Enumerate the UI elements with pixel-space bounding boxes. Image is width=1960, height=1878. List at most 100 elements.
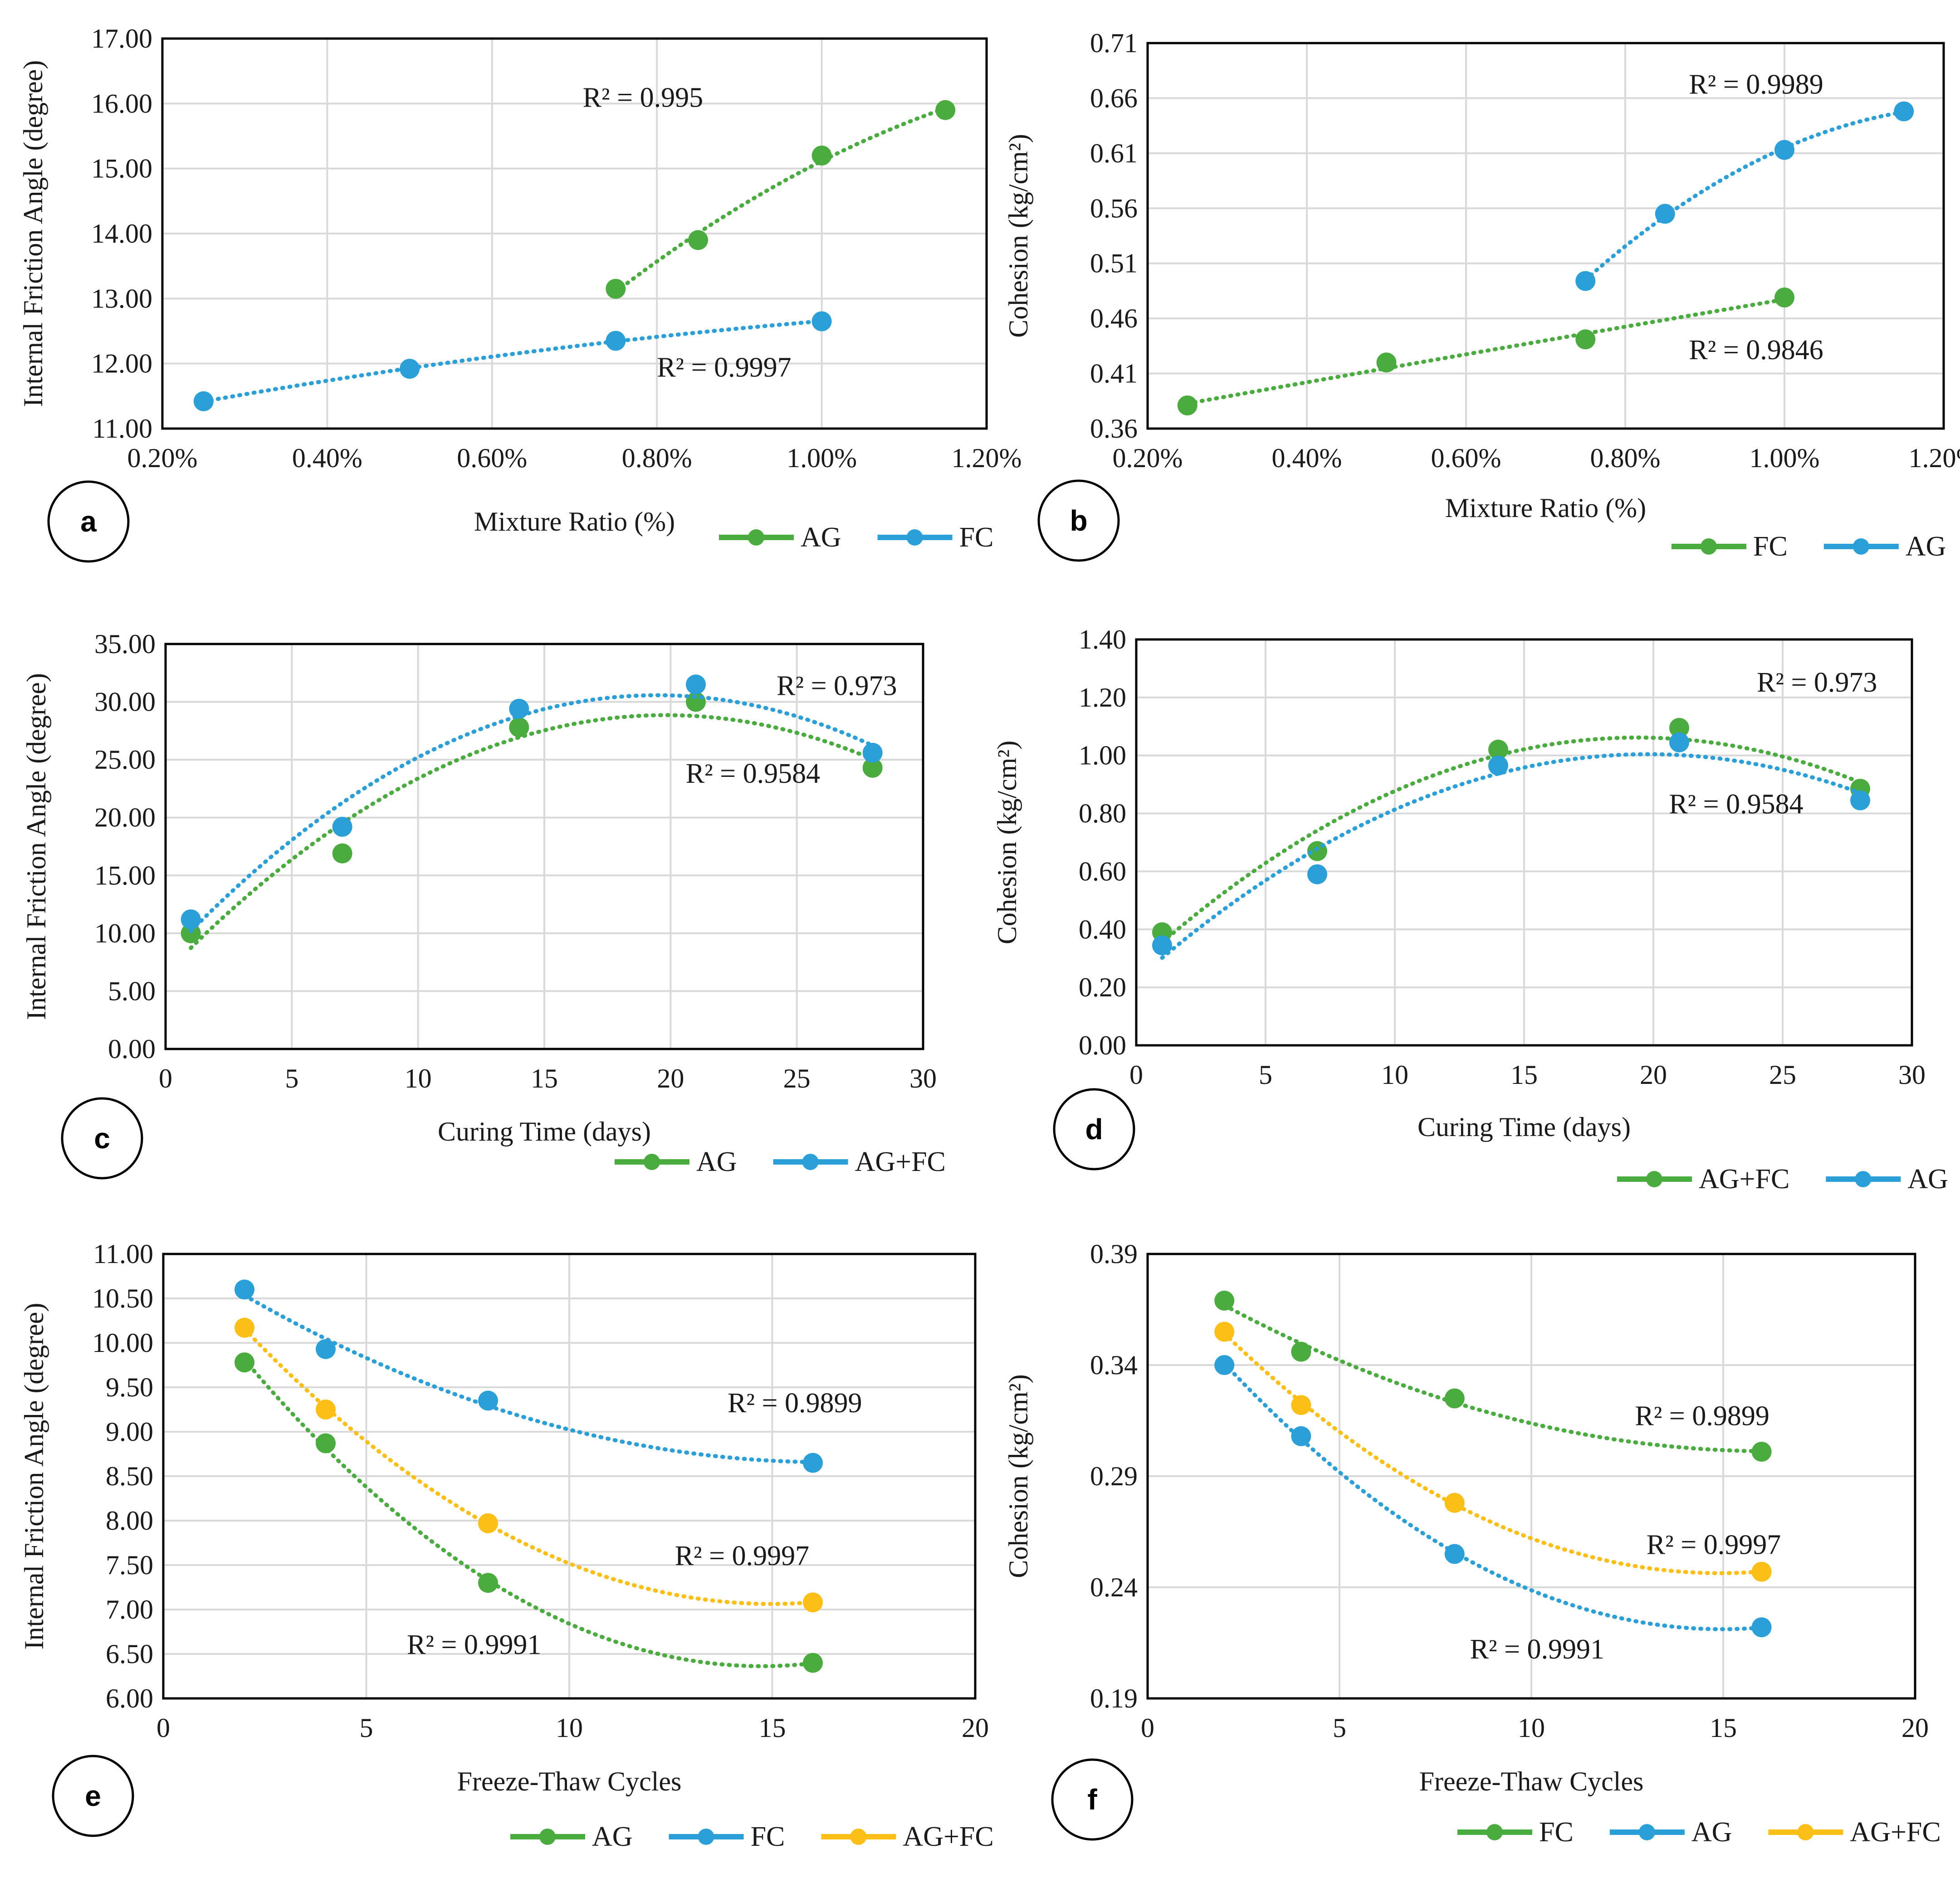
legend-label: AG+FC <box>903 1821 993 1852</box>
r-squared-annotation: R² = 0.9899 <box>1635 1400 1769 1431</box>
y-tick-label: 0.51 <box>1090 249 1138 278</box>
data-point-FC <box>478 1390 498 1411</box>
x-tick-label: 1.20% <box>1909 443 1960 473</box>
x-tick-label: 20 <box>1901 1713 1929 1743</box>
panel-label-circle <box>1053 1088 1135 1171</box>
data-point-FC <box>606 331 626 351</box>
y-tick-label: 0.66 <box>1090 83 1138 113</box>
chart-panel-f: 0 5 10 15 20 0.19 0.24 0.29 0.34 0.39 Freeze-Thaw … <box>1003 1239 1941 1848</box>
legend-marker-FC <box>1701 538 1717 555</box>
data-point-AG+FC <box>332 817 352 837</box>
x-axis-label: Mixture Ratio (%) <box>474 507 675 537</box>
y-tick-label: 13.00 <box>91 283 152 313</box>
x-tick-label: 0.60% <box>457 443 527 473</box>
y-tick-label: 10.50 <box>92 1283 153 1313</box>
plot-area-frame <box>161 37 988 430</box>
trendline-AG+FC <box>1222 1331 1764 1576</box>
trendline-AG <box>613 106 948 294</box>
plot-area-frame <box>1135 638 1913 1047</box>
trendline-AG+FC <box>189 693 875 933</box>
trendline-AG <box>1583 110 1906 282</box>
y-tick-label: 25.00 <box>94 745 156 775</box>
x-tick-label: 20 <box>1640 1060 1667 1090</box>
plot-area-frame <box>1146 42 1945 430</box>
x-tick-label: 25 <box>1769 1060 1796 1090</box>
legend-marker-FC <box>1486 1824 1503 1840</box>
chart-panel-e: 0 5 10 15 20 6.00 6.50 7.00 7.50 8.00 8.50 9.00 9.50… <box>19 1239 994 1852</box>
r-squared-annotation: R² = 0.9584 <box>686 758 820 789</box>
data-point-AG+FC <box>316 1400 336 1419</box>
y-tick-label: 8.00 <box>106 1506 153 1536</box>
data-point-AG <box>509 717 529 737</box>
panel-label-circle <box>47 480 130 563</box>
data-point-FC <box>1291 1341 1311 1362</box>
r-squared-annotation: R² = 0.9997 <box>657 352 791 383</box>
data-point-AG <box>235 1352 254 1373</box>
legend-marker-AG <box>539 1829 556 1845</box>
legend-label: AG+FC <box>1699 1164 1789 1195</box>
y-tick-label: 0.56 <box>1090 193 1138 223</box>
legend-marker-AG <box>748 529 764 546</box>
legend-label: FC <box>959 522 994 553</box>
x-axis-label: Freeze-Thaw Cycles <box>457 1766 682 1796</box>
data-point-AG <box>862 758 883 778</box>
data-point-AG <box>1575 271 1596 291</box>
legend-marker-AG <box>644 1154 660 1170</box>
data-point-AG <box>1894 101 1914 122</box>
data-point-AG <box>811 146 832 166</box>
data-point-AG <box>606 278 626 299</box>
data-point-FC <box>193 391 214 411</box>
y-tick-label: 9.50 <box>106 1372 153 1402</box>
x-tick-label: 15 <box>759 1713 786 1743</box>
data-point-FC <box>1214 1290 1235 1311</box>
data-point-FC <box>316 1339 336 1359</box>
legend-marker-FC <box>698 1829 714 1845</box>
x-tick-label: 1.00% <box>1750 443 1820 473</box>
data-point-AG+FC <box>862 742 883 763</box>
data-point-AG+FC <box>478 1513 498 1533</box>
data-point-AG <box>1444 1544 1465 1564</box>
r-squared-annotation: R² = 0.995 <box>583 83 703 113</box>
data-point-FC <box>1444 1388 1465 1409</box>
trendline-AG+FC <box>242 1327 815 1606</box>
r-squared-annotation: R² = 0.973 <box>777 670 897 701</box>
y-tick-label: 0.36 <box>1090 414 1138 444</box>
x-axis-label: Curing Time (days) <box>1417 1112 1631 1142</box>
y-tick-label: 0.46 <box>1090 303 1138 333</box>
y-tick-label: 10.00 <box>92 1328 153 1358</box>
data-point-AG+FC <box>1214 1322 1235 1342</box>
r-squared-annotation: R² = 0.9989 <box>1689 69 1823 100</box>
r-squared-annotation: R² = 0.9991 <box>1470 1634 1604 1665</box>
data-point-AG <box>1291 1426 1311 1446</box>
x-tick-label: 20 <box>962 1713 989 1743</box>
data-point-AG+FC <box>1291 1395 1311 1415</box>
data-point-AG <box>332 843 352 863</box>
x-tick-label: 0.20% <box>1113 443 1183 473</box>
data-point-AG <box>935 100 956 120</box>
trendline-AG <box>1222 1361 1764 1631</box>
legend-label: AG <box>1907 1164 1948 1195</box>
y-tick-label: 6.00 <box>106 1683 153 1713</box>
legend-marker-FC <box>906 529 923 546</box>
y-tick-label: 0.00 <box>108 1034 156 1064</box>
y-axis-label: Internal Friction Angle (degree) <box>18 60 48 407</box>
y-tick-label: 1.40 <box>1079 624 1126 654</box>
legend-label: AG+FC <box>855 1146 946 1177</box>
y-tick-label: 1.00 <box>1079 741 1126 771</box>
panel-label: d <box>1085 1113 1103 1146</box>
y-tick-label: 8.50 <box>106 1461 153 1491</box>
y-tick-label: 16.00 <box>91 88 152 118</box>
legend-label: FC <box>1753 531 1788 562</box>
x-tick-label: 0 <box>159 1063 172 1093</box>
plot-area-frame <box>1146 1253 1916 1700</box>
panel-label: a <box>80 505 97 538</box>
panel-label-circle <box>52 1755 134 1837</box>
data-point-AG <box>1774 140 1794 160</box>
y-tick-label: 9.00 <box>106 1417 153 1447</box>
y-tick-label: 0.71 <box>1090 28 1138 58</box>
r-squared-annotation: R² = 0.973 <box>1757 667 1877 698</box>
legend-marker-AG+FC <box>1797 1824 1814 1840</box>
data-point-AG <box>1850 790 1870 810</box>
x-tick-label: 5 <box>360 1713 373 1743</box>
